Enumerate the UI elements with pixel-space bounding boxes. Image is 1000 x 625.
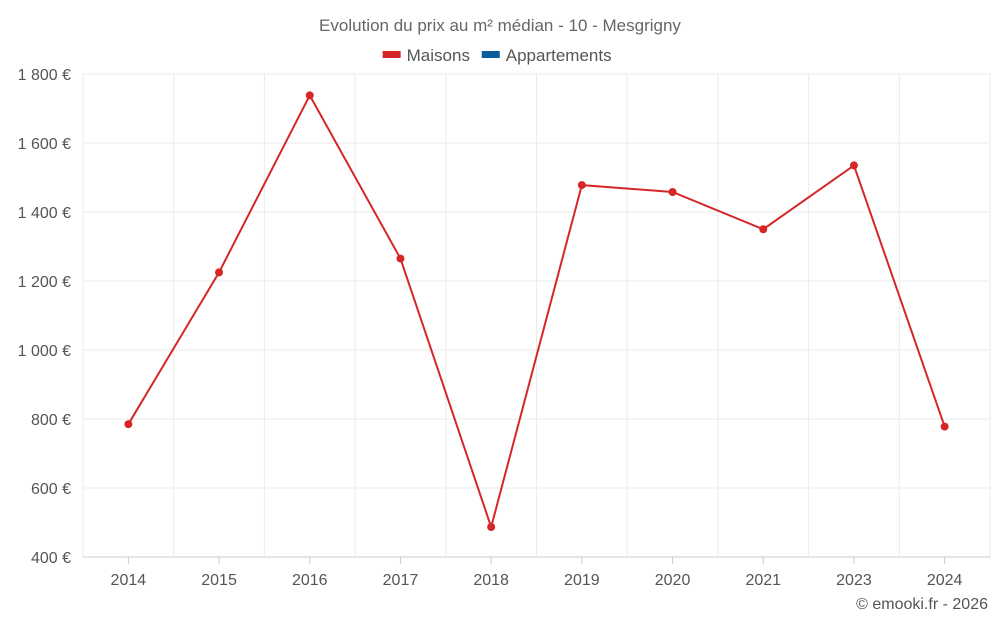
- data-point[interactable]: [215, 268, 224, 277]
- series-layer: [124, 91, 949, 531]
- data-point[interactable]: [396, 254, 405, 263]
- x-tick-label: 2015: [201, 572, 237, 589]
- series-line-maisons: [127, 93, 946, 531]
- x-tick-label: 2020: [655, 572, 691, 589]
- y-tick-label: 600 €: [31, 481, 71, 498]
- data-point[interactable]: [305, 91, 314, 100]
- legend-swatch: [481, 51, 500, 58]
- legend-swatch: [382, 51, 401, 58]
- grid: [82, 73, 991, 557]
- data-point[interactable]: [759, 225, 768, 234]
- x-tick-label: 2024: [927, 572, 963, 589]
- data-point[interactable]: [487, 522, 496, 531]
- x-tick-label: 2021: [745, 572, 781, 589]
- y-tick-label: 1 600 €: [18, 136, 71, 153]
- legend-label[interactable]: Maisons: [407, 46, 470, 65]
- y-tick-label: 1 200 €: [18, 274, 71, 291]
- data-point[interactable]: [577, 181, 586, 190]
- y-tick-label: 1 000 €: [18, 343, 71, 360]
- data-point[interactable]: [849, 161, 858, 170]
- y-tick-label: 800 €: [31, 412, 71, 429]
- credit-text: © emooki.fr - 2026: [856, 596, 988, 613]
- x-tick-label: 2014: [111, 572, 147, 589]
- data-point[interactable]: [940, 422, 949, 431]
- legend-label[interactable]: Appartements: [506, 46, 612, 65]
- y-tick-label: 400 €: [31, 550, 71, 567]
- chart-title: Evolution du prix au m² médian - 10 - Me…: [319, 16, 681, 35]
- legend: Maisons Appartements: [382, 46, 612, 65]
- y-tick-label: 1 400 €: [18, 205, 71, 222]
- axes: 400 € 600 € 800 € 1 000 € 1 200 € 1 400 € 1 60…: [18, 67, 990, 589]
- x-tick-label: 2018: [473, 572, 509, 589]
- data-point[interactable]: [124, 420, 133, 429]
- x-tick-label: 2017: [383, 572, 419, 589]
- x-tick-label: 2023: [836, 572, 872, 589]
- x-tick-label: 2019: [564, 572, 600, 589]
- y-tick-label: 1 800 €: [18, 67, 71, 84]
- data-point[interactable]: [668, 187, 677, 196]
- x-tick-label: 2016: [292, 572, 328, 589]
